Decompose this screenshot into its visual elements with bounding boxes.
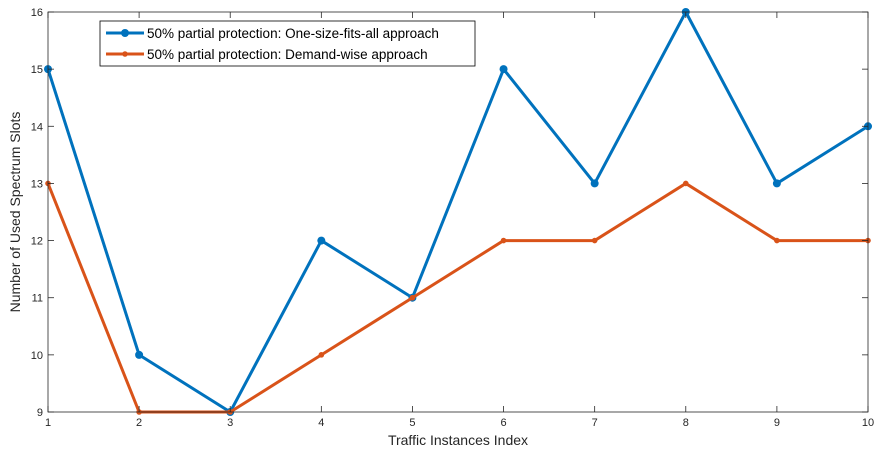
legend: 50% partial protection: One-size-fits-al… (99, 20, 476, 67)
y-tick-label-12: 12 (31, 236, 43, 248)
legend-entry-one-size: 50% partial protection: One-size-fits-al… (106, 26, 439, 41)
legend-box (99, 20, 476, 67)
legend-label-one-size: 50% partial protection: One-size-fits-al… (147, 26, 439, 41)
x-tick-label-4: 4 (318, 417, 324, 429)
legend-label-demand-wise: 50% partial protection: Demand-wise appr… (147, 47, 428, 62)
legend-entry-demand-wise: 50% partial protection: Demand-wise appr… (106, 47, 428, 62)
x-tick-label-2: 2 (136, 417, 142, 429)
x-tick-label-3: 3 (227, 417, 233, 429)
data-point-s0-9 (772, 179, 781, 188)
x-tick-label-8: 8 (683, 417, 689, 429)
data-point-s0-2 (135, 350, 144, 359)
y-tick-label-15: 15 (31, 64, 43, 76)
y-tick-label-11: 11 (32, 293, 43, 305)
x-tick-label-7: 7 (592, 417, 598, 429)
data-point-s1-7 (591, 237, 598, 244)
x-axis-title: Traffic Instances Index (388, 432, 528, 448)
x-tick-label-1: 1 (45, 417, 51, 429)
data-point-s1-6 (500, 237, 507, 244)
y-tick-label-14: 14 (31, 121, 43, 133)
series-line-0 (46, 10, 869, 414)
data-point-s0-4 (317, 236, 326, 245)
data-point-s0-7 (590, 179, 599, 188)
legend-marker-one-size (121, 29, 129, 37)
x-tick-label-10: 10 (862, 417, 874, 429)
data-point-s0-6 (499, 65, 508, 74)
y-axis-title: Number of Used Spectrum Slots (7, 112, 23, 313)
data-point-s1-9 (774, 237, 780, 244)
x-tick-label-6: 6 (500, 417, 506, 429)
legend-marker-demand-wise (122, 51, 128, 57)
data-point-s1-8 (682, 180, 689, 187)
data-point-s1-4 (318, 352, 325, 358)
x-tick-label-5: 5 (409, 417, 415, 429)
y-tick-label-9: 9 (37, 407, 43, 419)
y-tick-label-10: 10 (31, 350, 43, 362)
x-tick-label-9: 9 (774, 417, 780, 429)
axes-box (47, 11, 869, 413)
y-tick-label-13: 13 (31, 178, 43, 190)
y-tick-label-16: 16 (31, 7, 43, 19)
data-point-s1-5 (409, 294, 416, 301)
plot-area (48, 12, 868, 412)
